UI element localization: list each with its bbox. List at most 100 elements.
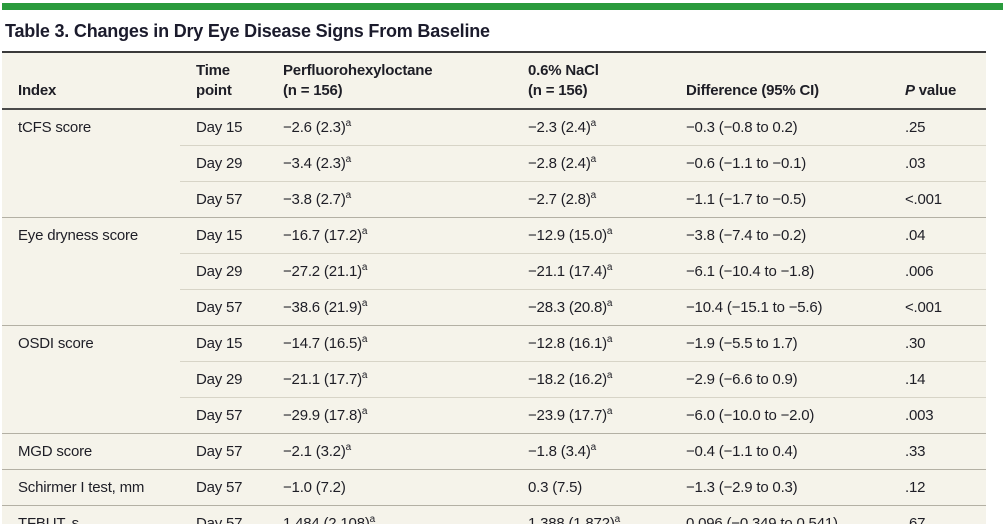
cell-timepoint: Day 15: [180, 217, 265, 254]
cell-pfh: −2.1 (3.2)a: [265, 433, 513, 470]
table-title: Table 3. Changes in Dry Eye Disease Sign…: [5, 21, 490, 41]
table-accent-bar: [2, 3, 1003, 10]
cell-pvalue: .67: [888, 505, 986, 524]
cell-difference: −1.9 (−5.5 to 1.7): [670, 325, 888, 362]
cell-pvalue: .33: [888, 433, 986, 470]
cell-difference: −1.1 (−1.7 to −0.5): [670, 181, 888, 218]
cell-pvalue: <.001: [888, 181, 986, 218]
footnote-marker: a: [614, 514, 621, 524]
cell-pfh: −16.7 (17.2)a: [265, 217, 513, 254]
footnote-marker: a: [361, 262, 368, 273]
table-row: TFBUT, s Day 57 1.484 (2.108)a 1.388 (1.872…: [2, 505, 986, 524]
footnote-marker: a: [606, 298, 613, 309]
cell-index: MGD score: [2, 433, 180, 470]
footnote-marker: a: [361, 226, 368, 237]
table-row: Day 57 −3.8 (2.7)a −2.7 (2.8)a −1.1 (−1.7 t…: [2, 181, 986, 218]
cell-pfh: −21.1 (17.7)a: [265, 361, 513, 398]
cell-index: Schirmer I test, mm: [2, 469, 180, 506]
cell-difference: −0.4 (−1.1 to 0.4): [670, 433, 888, 470]
column-header-difference: Difference (95% CI): [670, 53, 888, 110]
cell-timepoint: Day 29: [180, 361, 265, 398]
cell-timepoint: Day 57: [180, 397, 265, 434]
cell-pvalue: .006: [888, 253, 986, 290]
footnote-marker: a: [606, 334, 613, 345]
footnote-marker: a: [361, 298, 368, 309]
cell-nacl: 0.3 (7.5): [513, 469, 670, 506]
column-header-pvalue: P value: [888, 53, 986, 110]
cell-nacl: −12.8 (16.1)a: [513, 325, 670, 362]
footnote-marker: a: [590, 154, 597, 165]
cell-pvalue: .14: [888, 361, 986, 398]
table-row: OSDI score Day 15 −14.7 (16.5)a −12.8 (16.1…: [2, 325, 986, 362]
footnote-marker: a: [590, 442, 597, 453]
cell-nacl: −1.8 (3.4)a: [513, 433, 670, 470]
table-row: Day 29 −27.2 (21.1)a −21.1 (17.4)a −6.1 (−1…: [2, 253, 986, 290]
title-rule: [2, 51, 986, 53]
cell-index: [2, 146, 180, 182]
cell-nacl: −2.8 (2.4)a: [513, 145, 670, 182]
cell-pfh: −3.8 (2.7)a: [265, 181, 513, 218]
cell-nacl: 1.388 (1.872)a: [513, 505, 670, 524]
footnote-marker: a: [369, 514, 376, 524]
cell-pvalue: .30: [888, 325, 986, 362]
cell-index: TFBUT, s: [2, 505, 180, 524]
footnote-marker: a: [345, 442, 352, 453]
footnote-marker: a: [345, 154, 352, 165]
cell-pvalue: .12: [888, 469, 986, 506]
footnote-marker: a: [606, 262, 613, 273]
cell-difference: −3.8 (−7.4 to −0.2): [670, 217, 888, 254]
cell-nacl: −18.2 (16.2)a: [513, 361, 670, 398]
cell-timepoint: Day 15: [180, 325, 265, 362]
table-row: Eye dryness score Day 15 −16.7 (17.2)a −12.…: [2, 217, 986, 254]
table-row: Day 57 −29.9 (17.8)a −23.9 (17.7)a −6.0 (−1…: [2, 397, 986, 434]
cell-pfh: 1.484 (2.108)a: [265, 505, 513, 524]
footnote-marker: a: [361, 370, 368, 381]
header-row: Index Time point Perfluorohexyloctane (n = 1…: [2, 53, 986, 110]
column-header-nacl: 0.6% NaCl (n = 156): [513, 53, 670, 110]
cell-timepoint: Day 29: [180, 253, 265, 290]
footnote-marker: a: [590, 190, 597, 201]
footnote-marker: a: [606, 406, 613, 417]
cell-pfh: −14.7 (16.5)a: [265, 325, 513, 362]
cell-pvalue: <.001: [888, 289, 986, 326]
cell-index: [2, 398, 180, 434]
cell-nacl: −23.9 (17.7)a: [513, 397, 670, 434]
cell-difference: −1.3 (−2.9 to 0.3): [670, 469, 888, 506]
cell-timepoint: Day 57: [180, 181, 265, 218]
table-body: tCFS score Day 15 −2.6 (2.3)a −2.3 (2.4)a −0…: [2, 109, 986, 524]
cell-timepoint: Day 15: [196, 119, 243, 136]
footnote-marker: a: [361, 406, 368, 417]
dry-eye-signs-table: Index Time point Perfluorohexyloctane (n = 1…: [2, 53, 986, 524]
cell-pvalue: .03: [888, 145, 986, 182]
footnote-marker: a: [361, 334, 368, 345]
table-row: Day 57 −38.6 (21.9)a −28.3 (20.8)a −10.4 (−…: [2, 289, 986, 326]
cell-difference: 0.096 (−0.349 to 0.541): [670, 505, 888, 524]
cell-pfh: −1.0 (7.2): [265, 469, 513, 506]
table-row: Schirmer I test, mm Day 57 −1.0 (7.2) 0.3 (…: [2, 469, 986, 506]
cell-index: [2, 254, 180, 290]
cell-pvalue: .25: [905, 119, 926, 136]
cell-difference: −6.1 (−10.4 to −1.8): [670, 253, 888, 290]
cell-index: Eye dryness score: [2, 217, 180, 254]
cell-difference: −0.3 (−0.8 to 0.2): [686, 119, 798, 136]
cell-pvalue: .003: [888, 397, 986, 434]
footnote-marker: a: [345, 190, 352, 201]
table-row: Day 29 −21.1 (17.7)a −18.2 (16.2)a −2.9 (−6…: [2, 361, 986, 398]
table-row: Day 29 −3.4 (2.3)a −2.8 (2.4)a −0.6 (−1.1 t…: [2, 145, 986, 182]
cell-difference: −0.6 (−1.1 to −0.1): [670, 145, 888, 182]
column-header-pfh: Perfluorohexyloctane (n = 156): [265, 53, 513, 110]
cell-nacl: −21.1 (17.4)a: [513, 253, 670, 290]
cell-nacl: −2.7 (2.8)a: [513, 181, 670, 218]
column-header-index: Index: [2, 53, 180, 110]
cell-pfh: −38.6 (21.9)a: [265, 289, 513, 326]
footnote-marker: a: [606, 226, 613, 237]
cell-pfh: −3.4 (2.3)a: [265, 145, 513, 182]
cell-difference: −6.0 (−10.0 to −2.0): [670, 397, 888, 434]
cell-timepoint: Day 57: [180, 433, 265, 470]
footnote-marker: a: [345, 118, 352, 129]
cell-nacl: −28.3 (20.8)a: [513, 289, 670, 326]
cell-index: [2, 362, 180, 398]
table-row: MGD score Day 57 −2.1 (3.2)a −1.8 (3.4)a −0.…: [2, 433, 986, 470]
cell-pfh: −29.9 (17.8)a: [265, 397, 513, 434]
footnote-marker: a: [590, 118, 597, 129]
